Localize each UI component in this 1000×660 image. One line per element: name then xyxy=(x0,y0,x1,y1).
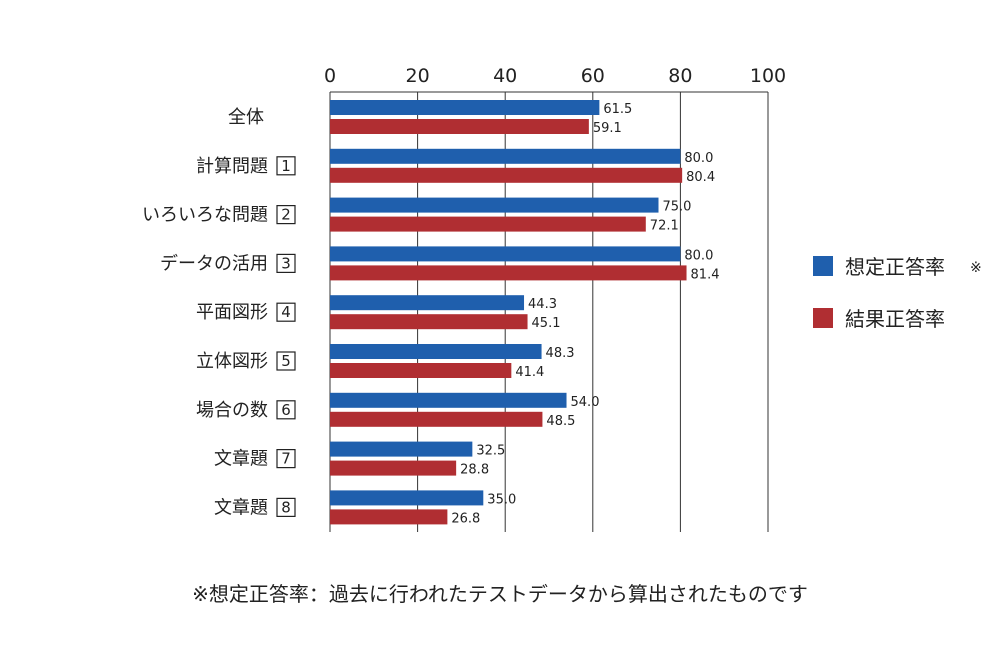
category-number-box xyxy=(276,205,296,225)
legend: 想定正答率 ※ 結果正答率 xyxy=(813,255,982,331)
bar-expected xyxy=(330,441,473,457)
category-number: 3 xyxy=(281,254,291,272)
category-label: 全体 xyxy=(228,107,264,128)
bar-expected xyxy=(330,490,484,506)
category-number-box xyxy=(276,156,296,176)
category-number-box xyxy=(276,351,296,371)
data-label: 59.1 xyxy=(593,121,622,136)
x-tick-label: 20 xyxy=(406,65,430,87)
bar-chart: 0 20 40 60 80 100 61.5 59.1 80.0 80.4 75.0 72.1 80.… xyxy=(142,65,982,532)
bar-result xyxy=(330,216,646,232)
data-label: 80.0 xyxy=(684,248,713,263)
data-label: 44.3 xyxy=(528,297,557,312)
data-label: 45.1 xyxy=(532,316,561,331)
category-number: 6 xyxy=(281,401,291,419)
bar-expected xyxy=(330,197,659,213)
data-label: 81.4 xyxy=(691,267,720,282)
category-number-box xyxy=(276,449,296,469)
bars: 61.5 59.1 80.0 80.4 75.0 72.1 80.0 81.4 44.3 45.1… xyxy=(330,100,719,526)
category-label: いろいろな問題 xyxy=(142,205,268,226)
data-label: 26.8 xyxy=(451,511,480,526)
data-label: 75.0 xyxy=(663,200,692,215)
footnote: ※想定正答率：過去に行われたテストデータから算出されたものです xyxy=(192,582,808,606)
x-axis-ticks: 0 20 40 60 80 100 xyxy=(324,65,786,87)
category-number: 7 xyxy=(281,450,291,468)
category-label: 文章題 xyxy=(214,497,268,518)
legend-note-mark: ※ xyxy=(970,260,982,276)
bar-result xyxy=(330,314,528,330)
category-labels: 全体 1 計算問題 2 いろいろな問題 3 データの活用 4 平面図形 5 立体図形 6 場合の数 7 文章… xyxy=(142,107,296,518)
bar-result xyxy=(330,509,448,525)
category-number: 8 xyxy=(281,498,291,516)
bar-result xyxy=(330,460,457,476)
bar-result xyxy=(330,363,512,378)
category-number: 1 xyxy=(281,157,291,175)
category-number: 5 xyxy=(281,352,291,370)
category-number: 4 xyxy=(281,303,291,321)
bar-result xyxy=(330,411,543,427)
category-label: 立体図形 xyxy=(196,351,268,372)
data-label: 72.1 xyxy=(650,219,679,234)
category-number-box xyxy=(276,253,296,273)
category-label: 計算問題 xyxy=(196,156,268,177)
category-label: 場合の数 xyxy=(196,400,268,421)
bar-expected xyxy=(330,295,525,311)
data-label: 32.5 xyxy=(476,444,505,459)
x-tick-label: 0 xyxy=(324,65,336,87)
category-number-box xyxy=(276,302,296,322)
category-label: データの活用 xyxy=(160,253,268,274)
gridlines xyxy=(329,91,769,532)
data-label: 28.8 xyxy=(460,463,489,478)
bar-expected xyxy=(330,148,681,164)
data-label: 48.3 xyxy=(546,346,575,361)
category-number-box xyxy=(276,400,296,420)
data-label: 41.4 xyxy=(515,365,544,380)
data-label: 54.0 xyxy=(571,395,600,410)
bar-expected xyxy=(330,344,542,359)
bar-result xyxy=(330,265,687,281)
legend-label-result: 結果正答率 xyxy=(845,307,945,331)
x-tick-label: 60 xyxy=(581,65,605,87)
legend-swatch-expected xyxy=(813,256,833,276)
bar-result xyxy=(330,119,589,134)
category-number-box xyxy=(276,497,296,517)
x-tick-label: 40 xyxy=(493,65,517,87)
bar-result xyxy=(330,167,683,183)
bar-expected xyxy=(330,246,681,262)
bar-expected xyxy=(330,100,600,115)
category-label: 平面図形 xyxy=(196,302,268,323)
data-label: 48.5 xyxy=(546,414,575,429)
bar-expected xyxy=(330,392,567,408)
category-number: 2 xyxy=(281,206,291,224)
category-label: 文章題 xyxy=(214,449,268,470)
legend-label-expected: 想定正答率 xyxy=(845,255,945,279)
data-label: 80.4 xyxy=(686,170,715,185)
x-tick-label: 80 xyxy=(668,65,692,87)
x-tick-label: 100 xyxy=(750,65,786,87)
legend-swatch-result xyxy=(813,308,833,328)
data-label: 35.0 xyxy=(487,492,516,507)
data-label: 80.0 xyxy=(684,151,713,166)
data-label: 61.5 xyxy=(603,102,632,117)
